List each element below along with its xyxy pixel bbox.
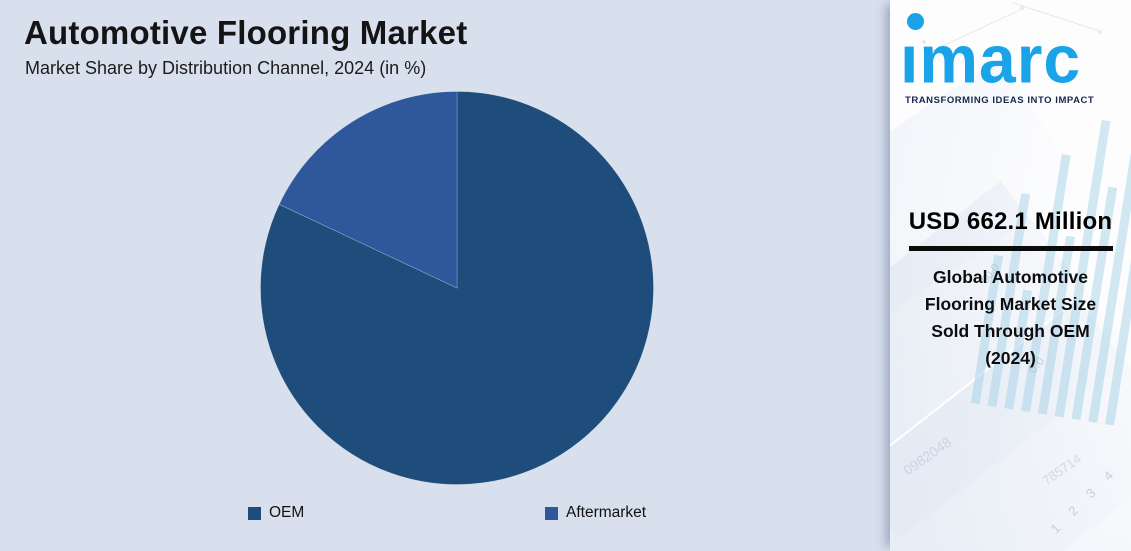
legend-marker-oem <box>248 506 261 520</box>
imarc-logo-text: ımarc <box>900 21 1082 97</box>
imarc-logo-dot-icon <box>907 13 924 30</box>
legend-item-oem: OEM <box>248 504 304 522</box>
chart-panel: Automotive Flooring Market Market Share … <box>24 14 654 522</box>
legend-item-aftermarket: Aftermarket <box>545 504 646 522</box>
highlight-divider <box>908 246 1113 251</box>
legend-marker-aftermarket <box>545 506 558 520</box>
market-size-value: USD 662.1 Million <box>908 208 1113 235</box>
chart-title: Automotive Flooring Market <box>24 14 468 51</box>
brand-panel: 0.0 1 2 3 4 50.0 0982048 785714 ımarc TR… <box>890 0 1131 551</box>
legend-label-aftermarket: Aftermarket <box>566 504 647 521</box>
imarc-logo-tagline: TRANSFORMING IDEAS INTO IMPACT <box>905 95 1095 106</box>
watermark-layer: 0.0 1 2 3 4 50.0 0982048 785714 <box>890 0 1131 551</box>
pie-slice-oem <box>260 91 654 485</box>
market-size-description-line: (2024) <box>985 348 1036 368</box>
market-size-description-line: Flooring Market Size <box>924 294 1097 314</box>
market-size-description-line: Sold Through OEM <box>931 321 1090 341</box>
watermark-network-lines <box>890 0 1131 80</box>
pie-slice-aftermarket <box>278 91 458 289</box>
market-size-highlight: USD 662.1 Million Global Automotive Floo… <box>890 208 1131 372</box>
legend-label-oem: OEM <box>269 504 305 521</box>
chart-subtitle: Market Share by Distribution Channel, 20… <box>25 58 427 78</box>
pie-chart <box>260 91 654 485</box>
market-size-description-line: Global Automotive <box>933 267 1088 287</box>
